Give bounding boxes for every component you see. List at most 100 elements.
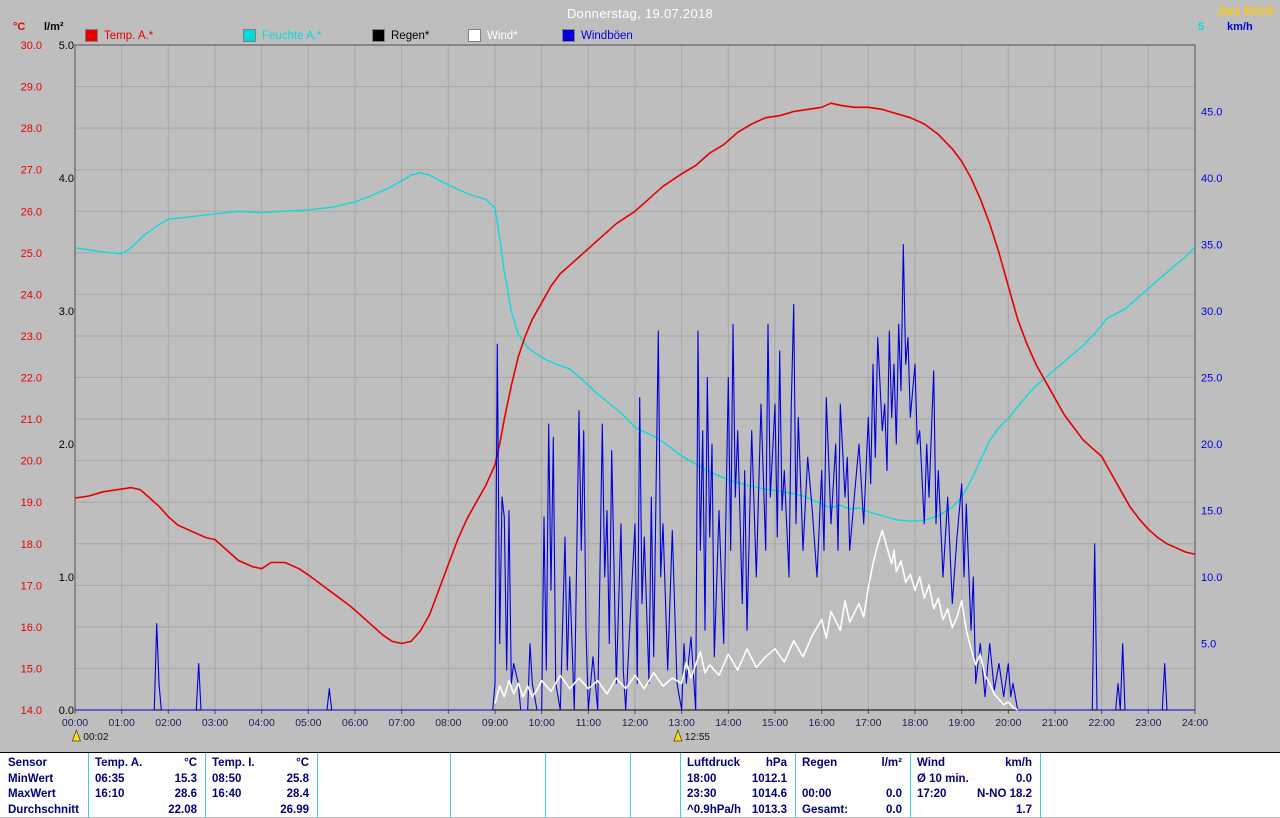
stat-cell-time: 16:10: [95, 788, 125, 800]
stat-column-unit: °C: [184, 757, 197, 769]
time-marker-label: 00:02: [83, 732, 108, 743]
legend-swatch-icon: [468, 29, 481, 42]
stat-cell-value: 1013.3: [751, 803, 787, 816]
x-axis-tick-label: 16:00: [809, 717, 835, 729]
stat-cell-time: Gesamt:: [802, 803, 849, 816]
stat-row-label: MaxWert: [8, 788, 56, 800]
table-separator: [450, 753, 451, 818]
temp-axis-tick: 14.0: [21, 705, 42, 717]
x-axis-tick-label: 04:00: [249, 717, 275, 729]
x-axis-tick-label: 20:00: [995, 717, 1021, 729]
station-name: Jarz Erich: [1216, 4, 1274, 18]
legend-swatch-icon: [372, 29, 385, 42]
stat-cell-time: 17:20: [917, 788, 947, 800]
x-axis-tick-label: 08:00: [435, 717, 461, 729]
series-line-wind: [494, 529, 1019, 711]
rain-axis-tick: 0.0: [59, 705, 74, 717]
stat-column-name: Regen: [802, 757, 838, 769]
temp-axis-tick: 23.0: [21, 331, 42, 343]
series-line-temp: [74, 102, 1196, 645]
stat-cell-value: 0.0: [886, 803, 902, 816]
stat-cell-value: 22.08: [168, 803, 197, 816]
legend-item-2: Feuchte A.*: [243, 29, 321, 42]
page-title: Donnerstag, 19.07.2018: [566, 6, 714, 21]
stat-row-label: Durchschnitt: [8, 803, 79, 816]
legend-item-1: Temp. A.*: [85, 29, 153, 42]
x-axis-tick-label: 18:00: [902, 717, 928, 729]
stat-column-unit: °C: [296, 757, 309, 769]
x-axis-tick-label: 01:00: [109, 717, 135, 729]
stat-cell-value: 25.8: [286, 772, 309, 785]
rain-axis-tick: 5.0: [59, 40, 74, 52]
stat-cell-value: 28.4: [286, 788, 309, 800]
wind-axis-tick: 25.0: [1201, 373, 1222, 385]
stat-cell-time: 23:30: [687, 788, 717, 800]
stat-cell-value: 0.0: [886, 788, 902, 800]
x-axis-tick-label: 06:00: [342, 717, 368, 729]
x-axis-tick-label: 00:00: [62, 717, 88, 729]
rain-axis-title: l/m²: [44, 21, 64, 33]
temp-axis-tick: 27.0: [21, 165, 42, 177]
stat-column-name: Wind: [917, 757, 945, 769]
rain-axis-tick: 1.0: [59, 572, 74, 584]
temp-axis-tick: 21.0: [21, 414, 42, 426]
legend-item-4: Wind*: [468, 29, 518, 42]
wind-axis-tick: 10.0: [1201, 572, 1222, 584]
wind-axis-tick: 40.0: [1201, 173, 1222, 185]
stat-column-name: Temp. A.: [95, 757, 143, 769]
stat-cell-value: N-NO 18.2: [977, 788, 1032, 800]
temp-axis-tick: 24.0: [21, 289, 42, 301]
legend-label: Windböen: [581, 29, 633, 42]
stat-column-unit: km/h: [1005, 757, 1032, 769]
rain-axis-tick: 4.0: [59, 173, 74, 185]
legend-item-5: Windböen: [562, 29, 633, 42]
stat-cell-time: 08:50: [212, 772, 242, 785]
legend-label: Feuchte A.*: [262, 29, 322, 42]
legend-swatch-icon: [562, 29, 575, 42]
table-separator: [205, 753, 206, 818]
legend-label: Temp. A.*: [104, 29, 154, 42]
time-marker-icon: [673, 728, 683, 742]
temp-axis-tick: 16.0: [21, 622, 42, 634]
temp-axis-tick: 22.0: [21, 373, 42, 385]
legend-item-3: Regen*: [372, 29, 429, 42]
legend: Temp. A.* Feuchte A.* Regen* Wind* Windböen: [0, 29, 1280, 45]
stat-cell-value: 1014.6: [751, 788, 787, 800]
temp-axis-tick: 28.0: [21, 123, 42, 135]
time-marker-icon: [71, 728, 81, 742]
wind-axis-tick: 35.0: [1201, 240, 1222, 252]
table-separator: [317, 753, 318, 818]
weather-chart: 30.0 29.0 28.0 27.0 26.0 25.0 24.0 23.0 22.0 21.0…: [21, 40, 1223, 743]
stat-cell-value: 1012.1: [751, 772, 787, 785]
table-separator: [88, 753, 89, 818]
x-axis-tick-label: 03:00: [202, 717, 228, 729]
x-axis-tick-label: 02:00: [155, 717, 181, 729]
stats-table: Sensor MinWert MaxWert Durchschnitt Temp. A.…: [0, 752, 1280, 818]
temp-axis-tick: 19.0: [21, 497, 42, 509]
stat-column-name: Luftdruck: [687, 757, 741, 769]
x-axis-tick-label: 17:00: [855, 717, 881, 729]
wind-axis-tick: 15.0: [1201, 506, 1222, 518]
legend-swatch-icon: [243, 29, 256, 42]
x-axis-tick-label: 13:00: [669, 717, 695, 729]
humidity-axis-title: 5: [1198, 21, 1205, 33]
table-separator: [680, 753, 681, 818]
x-axis-tick-label: 05:00: [295, 717, 321, 729]
table-separator: [795, 753, 796, 818]
stat-cell-value: 26.99: [280, 803, 309, 816]
wind-axis-tick: 30.0: [1201, 306, 1222, 318]
stat-cell-time: 00:00: [802, 788, 832, 800]
rain-axis-tick: 3.0: [59, 306, 74, 318]
x-axis-tick-label: 12:00: [622, 717, 648, 729]
rain-axis-tick: 2.0: [59, 439, 74, 451]
temp-axis-tick: 26.0: [21, 206, 42, 218]
table-separator: [1040, 753, 1041, 818]
x-axis-tick-label: 09:00: [482, 717, 508, 729]
wind-axis-tick: 45.0: [1201, 107, 1222, 119]
x-axis-tick-label: 24:00: [1182, 717, 1208, 729]
temp-axis-tick: 17.0: [21, 580, 42, 592]
x-axis-tick-label: 21:00: [1042, 717, 1068, 729]
stat-row-label: MinWert: [8, 772, 54, 785]
stat-cell-value: 15.3: [174, 772, 197, 785]
